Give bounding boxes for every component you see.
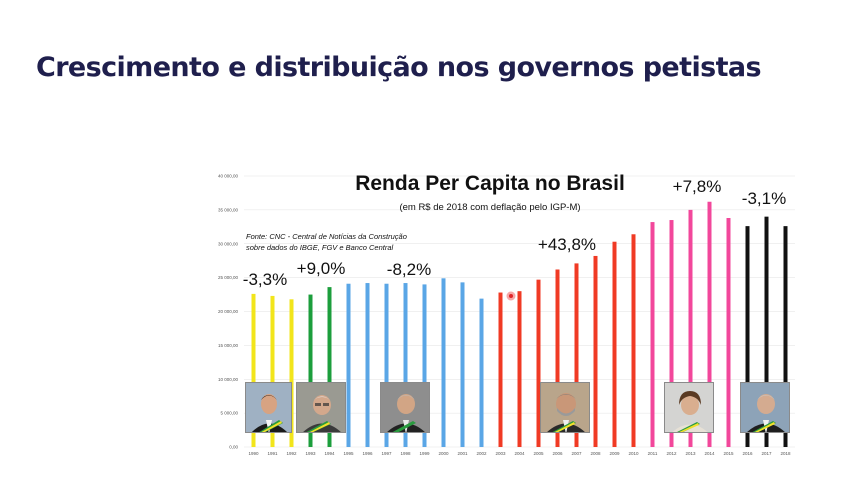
x-tick-label: 2014 <box>704 451 715 456</box>
bar-2006 <box>555 269 560 447</box>
bar-1993 <box>308 294 313 447</box>
bar-2016 <box>745 226 750 447</box>
bar-1990 <box>251 293 256 447</box>
bar-2008 <box>593 255 598 447</box>
chart-source-line-2: sobre dados do IBGE, FGV e Banco Central <box>246 243 393 252</box>
chart-title: Renda Per Capita no Brasil <box>355 172 625 195</box>
annotation-collor: -3,3% <box>243 270 287 289</box>
y-tick-label: 5 000,00 <box>220 411 238 416</box>
cursor-dot-center <box>509 294 513 298</box>
bar-1996 <box>365 283 370 447</box>
bar-1991 <box>270 295 275 447</box>
bar-2004 <box>517 291 522 447</box>
chart-source-line-1: Fonte: CNC - Central de Notícias da Cons… <box>246 232 407 241</box>
y-tick-label: 10 000,00 <box>218 377 239 382</box>
x-tick-label: 2005 <box>533 451 544 456</box>
y-tick-label: 25 000,00 <box>218 275 239 280</box>
bar-2009 <box>612 241 617 447</box>
x-tick-label: 2009 <box>609 451 620 456</box>
bar-2014 <box>707 201 712 447</box>
y-tick-label: 20 000,00 <box>218 309 239 314</box>
x-tick-label: 2002 <box>476 451 487 456</box>
portrait-fhc <box>380 382 430 433</box>
bar-2002 <box>479 298 484 447</box>
x-tick-label: 2007 <box>571 451 582 456</box>
x-axis-ticks: 1990 1991 1992 1993 1994 1995 1996 1997 1998 1999… <box>248 451 791 456</box>
x-tick-label: 2008 <box>590 451 601 456</box>
bars <box>251 201 788 447</box>
x-tick-label: 1990 <box>248 451 259 456</box>
x-tick-label: 2013 <box>685 451 696 456</box>
x-tick-label: 1999 <box>419 451 430 456</box>
x-tick-label: 2010 <box>628 451 639 456</box>
x-tick-label: 1998 <box>400 451 411 456</box>
annotation-dilma: +7,8% <box>673 177 722 196</box>
annotation-lula: +43,8% <box>538 235 596 254</box>
portrait-lula-figure <box>547 393 585 432</box>
x-tick-label: 2000 <box>438 451 449 456</box>
y-axis-ticks: 0,00 5 000,00 10 000,00 15 000,00 20 000,00 2… <box>218 174 239 450</box>
portrait-dilma <box>664 382 714 433</box>
x-tick-label: 1997 <box>381 451 392 456</box>
bar-2003 <box>498 292 503 447</box>
bar-2017 <box>764 216 769 447</box>
portrait-temer <box>740 382 790 433</box>
x-tick-label: 1993 <box>305 451 316 456</box>
y-tick-label: 35 000,00 <box>218 207 239 212</box>
y-tick-label: 40 000,00 <box>218 174 239 179</box>
x-tick-label: 1991 <box>267 451 278 456</box>
x-tick-label: 1996 <box>362 451 373 456</box>
bar-2015 <box>726 218 731 447</box>
x-tick-label: 2015 <box>723 451 734 456</box>
x-tick-label: 2016 <box>742 451 753 456</box>
bar-2011 <box>650 222 655 447</box>
x-tick-label: 2012 <box>666 451 677 456</box>
annotation-temer: -3,1% <box>742 189 786 208</box>
bar-2010 <box>631 234 636 447</box>
x-tick-label: 2006 <box>552 451 563 456</box>
bar-1997 <box>384 283 389 447</box>
y-tick-label: 15 000,00 <box>218 343 239 348</box>
x-tick-label: 2001 <box>457 451 468 456</box>
bar-2013 <box>688 209 693 447</box>
y-tick-label: 30 000,00 <box>218 241 239 246</box>
x-tick-label: 2018 <box>780 451 791 456</box>
bar-1992 <box>289 299 294 447</box>
bar-2007 <box>574 263 579 447</box>
x-tick-label: 1992 <box>286 451 297 456</box>
portrait-temer-figure <box>747 394 785 432</box>
portrait-itamar <box>296 382 346 433</box>
bar-2018 <box>783 226 788 447</box>
x-tick-label: 2017 <box>761 451 772 456</box>
bar-2012 <box>669 220 674 447</box>
portrait-collor <box>245 382 292 433</box>
x-tick-label: 2011 <box>648 451 658 456</box>
bar-1994 <box>327 287 332 447</box>
bar-2000 <box>441 278 446 447</box>
portrait-itamar-figure <box>303 395 341 432</box>
x-tick-label: 1994 <box>324 451 335 456</box>
portrait-fhc-figure <box>387 394 425 432</box>
bar-2005 <box>536 279 541 447</box>
bar-1999 <box>422 284 427 447</box>
portrait-lula <box>540 382 590 433</box>
x-tick-label: 1995 <box>343 451 354 456</box>
portrait-collor-figure <box>252 394 287 432</box>
bar-2001 <box>460 282 465 447</box>
portrait-dilma-figure <box>672 391 708 432</box>
slide-title: Crescimento e distribuição nos governos … <box>36 52 762 83</box>
bar-1998 <box>403 283 408 447</box>
annotation-fhc: -8,2% <box>387 260 431 279</box>
chart-subtitle: (em R$ de 2018 com deflação pelo IGP-M) <box>399 202 580 213</box>
annotation-itamar: +9,0% <box>297 259 346 278</box>
x-tick-label: 2004 <box>514 451 525 456</box>
y-tick-label: 0,00 <box>229 445 238 450</box>
bar-1995 <box>346 283 351 447</box>
x-tick-label: 2003 <box>495 451 506 456</box>
